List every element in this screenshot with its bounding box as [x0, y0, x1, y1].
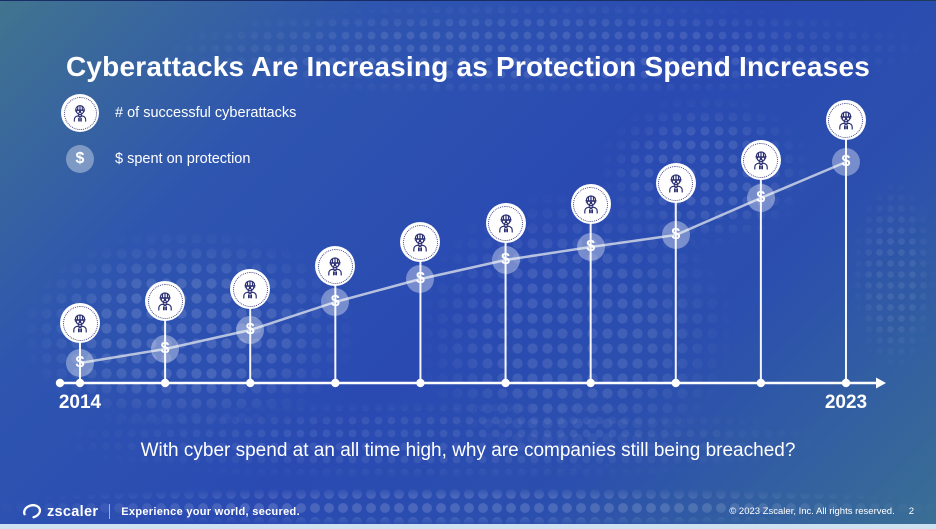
question-text: With cyber spend at an all time high, wh…: [0, 440, 936, 462]
attack-marker: [826, 100, 866, 140]
axis-tick-dot: [56, 379, 64, 387]
spend-marker: $: [66, 349, 94, 377]
hacker-icon: [664, 171, 688, 195]
attack-marker: [486, 203, 526, 243]
axis-tick-dot: [76, 379, 84, 387]
spend-marker: $: [492, 246, 520, 274]
footer-meta: © 2023 Zscaler, Inc. All rights reserved…: [729, 506, 914, 517]
spend-marker: $: [151, 335, 179, 363]
hacker-icon: [408, 230, 432, 254]
axis-tick-dot: [501, 379, 509, 387]
attack-marker: [741, 140, 781, 180]
hacker-icon: [749, 148, 773, 172]
attack-marker: [230, 269, 270, 309]
axis-tick-dot: [842, 379, 850, 387]
spend-marker: $: [662, 221, 690, 249]
hacker-icon: [153, 289, 177, 313]
hacker-icon: [579, 192, 603, 216]
spend-marker: $: [577, 233, 605, 261]
axis-tick-dot: [246, 379, 254, 387]
bottom-edge-strip: [0, 524, 936, 529]
footer-brand-block: zscaler Experience your world, secured.: [22, 503, 300, 520]
footer: zscaler Experience your world, secured. …: [0, 503, 936, 520]
trend-line: [80, 162, 846, 363]
hacker-icon: [323, 254, 347, 278]
attack-marker: [656, 163, 696, 203]
copyright-text: © 2023 Zscaler, Inc. All rights reserved…: [729, 506, 894, 517]
hacker-icon: [494, 211, 518, 235]
spend-marker: $: [832, 148, 860, 176]
axis-label-end-year: 2023: [814, 392, 878, 414]
axis-tick-dot: [416, 379, 424, 387]
axis-label-start-year: 2014: [48, 392, 112, 414]
axis-tick-dot: [331, 379, 339, 387]
axis-tick-dot: [586, 379, 594, 387]
axis-tick-dot: [672, 379, 680, 387]
footer-divider: [109, 504, 110, 519]
hacker-icon: [834, 108, 858, 132]
spend-marker: $: [747, 184, 775, 212]
axis-tick-dot: [757, 379, 765, 387]
attack-marker: [145, 281, 185, 321]
attack-marker: [60, 303, 100, 343]
axis-arrow-icon: [876, 378, 886, 389]
axis-tick-dot: [161, 379, 169, 387]
zscaler-logo-icon: [22, 503, 42, 520]
page-number: 2: [909, 506, 914, 517]
footer-tagline: Experience your world, secured.: [121, 506, 300, 518]
zscaler-wordmark: zscaler: [47, 504, 98, 520]
hacker-icon: [238, 277, 262, 301]
attack-marker: [571, 184, 611, 224]
hacker-icon: [68, 311, 92, 335]
